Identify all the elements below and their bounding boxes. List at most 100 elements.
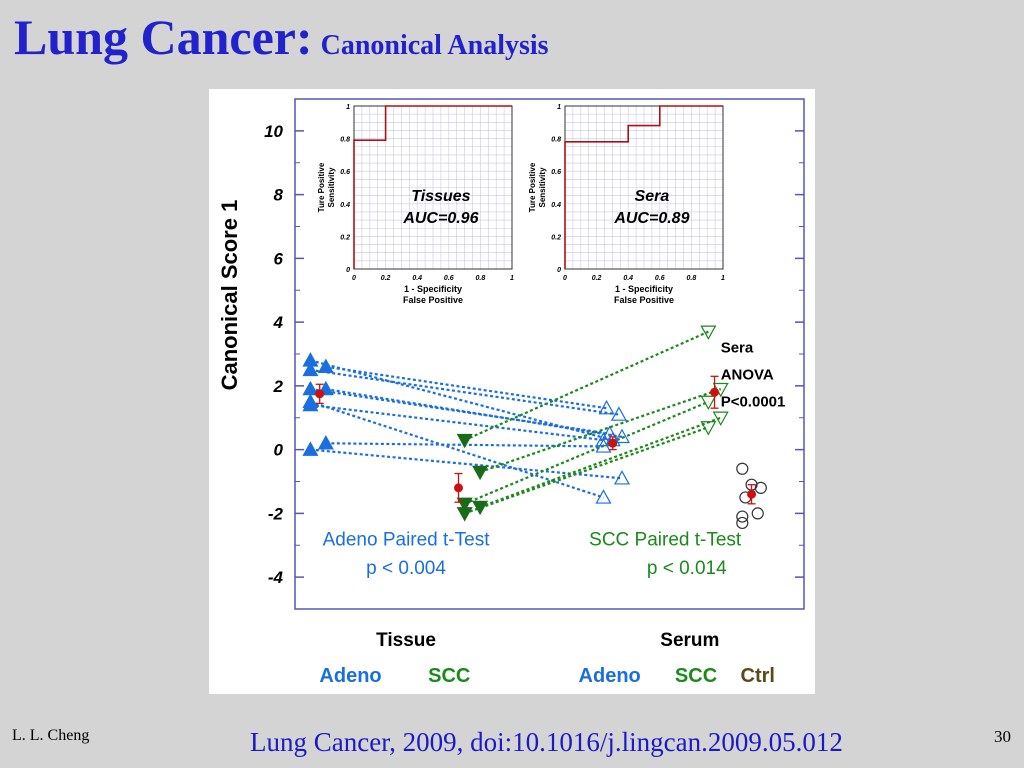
- roc-y-tick-label: 0.4: [340, 202, 350, 209]
- scc-tissue-point: [472, 465, 489, 481]
- scc-serum-point: [700, 395, 717, 411]
- roc-y-tick-label: 0.6: [551, 169, 561, 176]
- scc-pair-line: [464, 426, 709, 515]
- roc-x-tick-label: 0.4: [623, 275, 633, 282]
- ctrl-serum-point: [754, 481, 767, 494]
- y-tick-label: 2: [273, 377, 284, 396]
- slide-title: Lung Cancer: Canonical Analysis: [14, 8, 549, 66]
- roc-y-tick-label: 0.6: [340, 169, 350, 176]
- scc-serum-point: [700, 421, 717, 436]
- roc-x-label: 1 - Specificity: [615, 284, 673, 294]
- scc-tissue-point: [456, 497, 473, 513]
- roc-panel-label: Tissues: [411, 188, 470, 205]
- adeno-serum-point: [610, 406, 627, 421]
- ctrl-serum-point: [736, 516, 749, 530]
- scc-pair-line: [479, 388, 722, 473]
- roc-y-label: Ture Positive: [528, 162, 537, 212]
- roc-x-tick-label: 0.2: [592, 275, 602, 282]
- roc-auc-label: AUC=0.96: [402, 210, 478, 227]
- roc-y-label-2: Sensitivity: [327, 167, 336, 208]
- roc-x-tick-label: 0: [352, 275, 356, 282]
- group-label: SCC: [428, 665, 470, 687]
- chart-annotation: P<0.0001: [721, 394, 786, 411]
- roc-x-tick-label: 0.8: [687, 275, 697, 282]
- roc-x-label: 1 - Specificity: [404, 284, 462, 294]
- citation-text: Lung Cancer, 2009, doi:10.1016/j.lingcan…: [250, 727, 843, 757]
- figure-panel: 10 8 6 4 2 0 -2 -4 Canonical Score 1 0 0.2 0.4 0.6 0.…: [209, 89, 815, 694]
- page-number: 30: [994, 727, 1011, 746]
- y-tick-label: 4: [273, 313, 284, 332]
- adeno-serum-point: [595, 489, 612, 504]
- scc-pair-line: [479, 416, 722, 509]
- chart-annotation: p < 0.004: [366, 558, 446, 579]
- roc-y-label: Ture Positive: [317, 162, 326, 212]
- roc-x-tick-label: 1: [721, 275, 725, 282]
- adeno-pair-line: [310, 359, 614, 442]
- group-header: Serum: [660, 630, 719, 651]
- roc-x-tick-label: 0: [563, 275, 567, 282]
- roc-inset-1: 0 0.2 0.4 0.6 0.8 1 0 0.2 0.4 0.6 0.8 1 1 - Specific…: [317, 104, 514, 305]
- y-axis-label: Canonical Score 1: [217, 200, 242, 391]
- y-tick-label: 8: [274, 186, 284, 205]
- scc-pair-line: [464, 330, 709, 442]
- slide-title-main: Lung Cancer:: [14, 9, 313, 65]
- roc-panel-label: Sera: [635, 188, 670, 205]
- roc-x-tick-label: 0.6: [444, 275, 454, 282]
- adeno-serum-point: [613, 470, 631, 485]
- adeno-tissue-point: [317, 358, 334, 373]
- roc-x-tick-label: 0.8: [476, 275, 486, 282]
- roc-y-tick-label: 0.2: [551, 234, 561, 241]
- group-header: Tissue: [376, 630, 436, 651]
- chart-annotation: SCC Paired t-Test: [589, 529, 742, 550]
- roc-y-tick-label: 0.8: [551, 137, 561, 144]
- author-name: L. L. Cheng: [12, 727, 90, 744]
- roc-curve: [564, 105, 723, 269]
- adeno-tissue-point: [302, 393, 319, 409]
- adeno-tissue-point: [302, 361, 319, 377]
- adeno-pair-line: [310, 368, 620, 416]
- roc-y-tick-label: 0.2: [340, 234, 350, 241]
- group-mean-point: [747, 489, 757, 499]
- group-mean-point: [453, 483, 463, 493]
- ctrl-serum-point: [736, 462, 749, 475]
- group-mean-point: [710, 387, 720, 397]
- group-label: SCC: [675, 665, 717, 687]
- y-tick-label: -2: [268, 504, 284, 523]
- chart-annotation: p < 0.014: [647, 558, 727, 579]
- chart-annotation: ANOVA: [721, 367, 774, 384]
- adeno-serum-point: [595, 431, 612, 447]
- adeno-serum-point: [598, 399, 615, 415]
- adeno-serum-point: [613, 428, 631, 444]
- y-tick-label: 10: [264, 122, 283, 141]
- ctrl-serum-point: [736, 510, 749, 523]
- scc-serum-point: [712, 411, 729, 426]
- roc-curve: [353, 105, 512, 269]
- y-tick-label: 6: [274, 249, 284, 268]
- roc-y-tick-label: 0.8: [340, 137, 350, 144]
- adeno-tissue-point: [317, 435, 334, 450]
- adeno-tissue-point: [302, 441, 319, 456]
- y-tick-label: -4: [268, 568, 284, 587]
- roc-y-tick-label: 1: [346, 104, 350, 111]
- chart-annotation: Adeno Paired t-Test: [323, 529, 491, 550]
- group-label: Adeno: [319, 665, 381, 687]
- ctrl-serum-point: [751, 507, 764, 520]
- roc-y-tick-label: 1: [557, 104, 561, 111]
- chart-annotation: Sera: [721, 339, 754, 356]
- roc-x-tick-label: 0.4: [412, 275, 422, 282]
- group-label: Adeno: [579, 665, 641, 687]
- roc-x-tick-label: 1: [510, 275, 514, 282]
- roc-y-tick-label: 0.4: [551, 202, 561, 209]
- roc-x-tick-label: 0.6: [655, 275, 665, 282]
- scc-tissue-point: [472, 500, 489, 516]
- adeno-pair-line: [310, 387, 610, 435]
- roc-y-tick-label: 0: [557, 267, 561, 274]
- roc-x-label-2: False Positive: [614, 295, 674, 305]
- group-mean-point: [315, 389, 325, 399]
- roc-auc-label: AUC=0.89: [613, 210, 689, 227]
- scc-tissue-point: [456, 433, 473, 449]
- group-label: Ctrl: [741, 665, 775, 687]
- y-tick-label: 0: [274, 441, 284, 460]
- roc-y-label-2: Sensitivity: [538, 167, 547, 208]
- slide-title-sub: Canonical Analysis: [320, 30, 549, 61]
